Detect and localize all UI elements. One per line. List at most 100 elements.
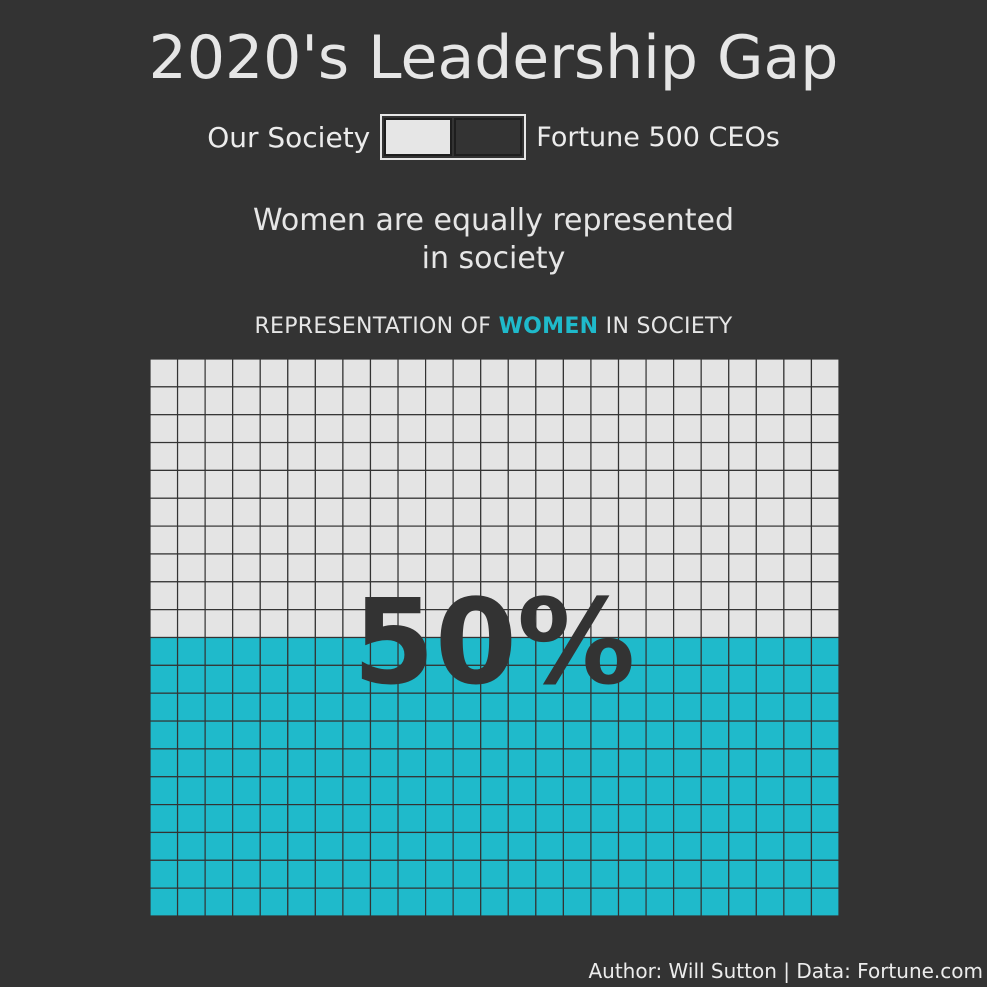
waffle-cell-women [617,859,647,889]
view-toggle-switch[interactable] [380,114,527,160]
waffle-cell-women [176,748,206,778]
waffle-cell-women [204,859,234,889]
waffle-cell-women [369,804,399,834]
waffle-cell-women [617,776,647,806]
waffle-cell-other [700,359,730,388]
waffle-cell-women [150,664,179,694]
waffle-cell-women [150,636,179,666]
waffle-cell-other [369,497,399,527]
waffle-cell-women [287,804,316,834]
waffle-cell-women [452,831,482,861]
waffle-cell-other [397,497,427,527]
waffle-cell-other [700,553,730,583]
waffle-cell-other [342,441,372,472]
waffle-cell-other [590,414,620,444]
waffle-cell-other [645,469,675,499]
waffle-cell-women [700,636,730,666]
waffle-cell-other [425,469,454,499]
waffle-cell-women [810,720,839,750]
waffle-cell-women [452,887,482,916]
waffle-cell-women [617,720,647,750]
waffle-cell-other [259,581,289,611]
waffle-cell-other [232,609,261,639]
waffle-cell-other [259,441,289,472]
waffle-cell-other [507,414,537,444]
waffle-cell-women [617,804,647,834]
waffle-cell-women [755,887,785,916]
waffle-cell-other [590,441,620,472]
waffle-cell-other [617,359,647,388]
waffle-cell-other [150,441,179,472]
waffle-cell-other [728,414,757,444]
waffle-cell-other [728,553,757,583]
waffle-cell-other [232,359,261,388]
waffle-cell-women [342,692,372,722]
waffle-cell-women [507,887,537,916]
waffle-cell-women [562,804,592,834]
toggle-segment-ceos[interactable] [454,118,523,156]
waffle-cell-women [645,831,675,861]
waffle-cell-other [673,497,702,527]
waffle-cell-women [755,664,785,694]
waffle-cell-other [755,497,785,527]
waffle-cell-other [342,497,372,527]
waffle-cell-women [232,692,261,722]
waffle-cell-women [507,831,537,861]
waffle-cell-women [617,692,647,722]
waffle-cell-women [673,887,702,916]
waffle-cell-women [369,720,399,750]
waffle-cell-women [480,831,509,861]
waffle-cell-women [480,692,509,722]
waffle-cell-women [755,831,785,861]
waffle-cell-other [232,469,261,499]
waffle-cell-other [314,414,344,444]
waffle-cell-women [755,692,785,722]
toggle-segment-society[interactable] [384,118,453,156]
waffle-cell-women [480,887,509,916]
waffle-cell-other [645,359,675,388]
waffle-cell-other [287,525,316,555]
waffle-cell-other [369,359,399,388]
waffle-cell-other [232,441,261,472]
waffle-cell-other [810,469,839,499]
waffle-cell-other [150,581,179,611]
waffle-cell-other [562,359,592,388]
waffle-cell-other [314,469,344,499]
waffle-cell-other [535,581,564,611]
waffle-cell-women [700,664,730,694]
waffle-cell-other [810,414,839,444]
waffle-cell-women [176,887,206,916]
waffle-cell-women [810,748,839,778]
waffle-cell-women [369,831,399,861]
waffle-cell-other [645,497,675,527]
waffle-cell-women [810,776,839,806]
waffle-cell-other [259,497,289,527]
waffle-cell-women [645,804,675,834]
waffle-cell-other [810,553,839,583]
waffle-cell-other [287,609,316,639]
waffle-cell-women [452,748,482,778]
toggle-label-society[interactable]: Our Society [207,120,371,154]
waffle-cell-women [232,776,261,806]
waffle-cell-women [535,804,564,834]
waffle-cell-women [232,664,261,694]
waffle-cell-other [150,359,179,388]
waffle-cell-other [673,609,702,639]
waffle-cell-women [314,636,344,666]
waffle-cell-women [617,887,647,916]
waffle-cell-women [425,692,454,722]
toggle-label-ceos[interactable]: Fortune 500 CEOs [536,121,780,153]
waffle-cell-other [755,414,785,444]
waffle-cell-women [259,664,289,694]
waffle-cell-other [480,553,509,583]
waffle-cell-other [342,469,372,499]
waffle-cell-other [480,469,509,499]
waffle-cell-other [176,581,206,611]
waffle-cell-other [150,553,179,583]
waffle-cell-other [590,359,620,388]
waffle-cell-women [590,664,620,694]
waffle-cell-other [783,469,813,499]
waffle-cell-women [176,636,206,666]
waffle-cell-other [783,386,813,416]
waffle-cell-women [535,887,564,916]
